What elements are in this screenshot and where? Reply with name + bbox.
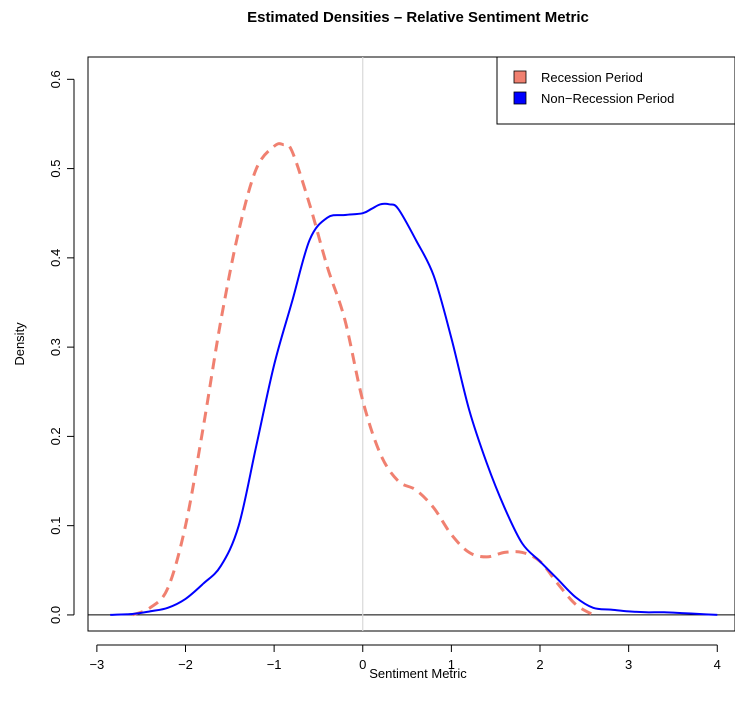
- y-tick-label: 0.5: [48, 160, 63, 178]
- x-tick-label: 3: [625, 657, 632, 672]
- x-axis: −3 −2 −1 0 1 2 3 4: [89, 644, 721, 672]
- legend-swatch-non-recession: [513, 91, 527, 105]
- legend-label-non-recession: Non−Recession Period: [541, 91, 674, 106]
- legend: Recession Period Non−Recession Period: [496, 56, 735, 125]
- y-tick-label: 0.4: [48, 249, 63, 267]
- legend-label-recession: Recession Period: [541, 70, 643, 85]
- plot-frame: [87, 56, 735, 632]
- reference-lines: [88, 57, 735, 631]
- x-tick-label: −3: [89, 657, 104, 672]
- legend-box: [496, 56, 735, 125]
- y-axis: 0.0 0.1 0.2 0.3 0.4 0.5 0.6: [48, 70, 75, 624]
- series-layer: [110, 142, 718, 617]
- y-tick-label: 0.0: [48, 606, 63, 624]
- x-tick-label: 1: [448, 657, 455, 672]
- y-axis-label: Density: [12, 322, 27, 366]
- x-tick-label: −1: [267, 657, 282, 672]
- series-line-recession: [131, 142, 594, 617]
- chart-title: Estimated Densities – Relative Sentiment…: [247, 9, 589, 26]
- x-axis-label: Sentiment Metric: [369, 666, 467, 681]
- series-line-non-recession: [110, 202, 718, 616]
- y-tick-label: 0.1: [48, 517, 63, 535]
- legend-swatch-recession: [513, 70, 527, 84]
- x-tick-label: −2: [178, 657, 193, 672]
- y-tick-label: 0.3: [48, 338, 63, 356]
- y-tick-label: 0.6: [48, 70, 63, 88]
- x-tick-label: 4: [714, 657, 721, 672]
- x-tick-label: 0: [359, 657, 366, 672]
- y-tick-label: 0.2: [48, 427, 63, 445]
- x-tick-label: 2: [536, 657, 543, 672]
